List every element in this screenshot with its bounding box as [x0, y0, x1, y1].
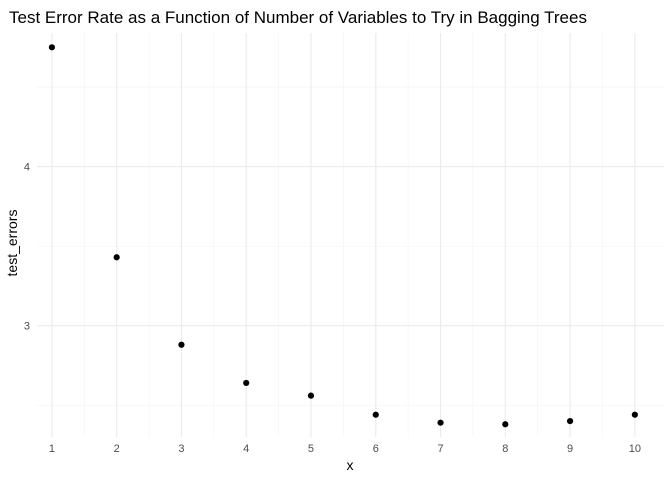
data-point	[113, 254, 120, 261]
data-point	[372, 411, 379, 418]
x-tick-label: 8	[502, 443, 508, 455]
chart-title: Test Error Rate as a Function of Number …	[9, 8, 587, 27]
x-tick-label: 7	[437, 443, 443, 455]
x-tick-label: 2	[114, 443, 120, 455]
y-axis-title: test_errors	[4, 210, 20, 277]
grid-layer	[37, 33, 664, 437]
points-layer	[48, 44, 638, 428]
x-axis-ticks: 1 2 3 4 5 6 7 8 9 10	[49, 443, 641, 455]
x-tick-label: 3	[178, 443, 184, 455]
data-point	[437, 419, 444, 426]
data-point	[48, 44, 55, 51]
y-axis-ticks: 34	[24, 162, 30, 333]
x-tick-label: 5	[308, 443, 314, 455]
data-point	[307, 392, 315, 399]
x-tick-label: 6	[373, 443, 379, 455]
data-point	[631, 411, 638, 418]
data-point	[243, 379, 250, 387]
x-tick-label: 10	[629, 443, 641, 455]
x-tick-label: 9	[567, 443, 573, 455]
y-tick-label: 3	[24, 321, 30, 333]
data-point	[566, 417, 574, 425]
x-tick-label: 4	[243, 443, 249, 455]
data-point	[178, 341, 185, 348]
data-point	[502, 421, 509, 428]
x-tick-label: 1	[49, 443, 55, 455]
y-tick-label: 4	[24, 162, 30, 174]
x-axis-title: x	[347, 457, 354, 473]
